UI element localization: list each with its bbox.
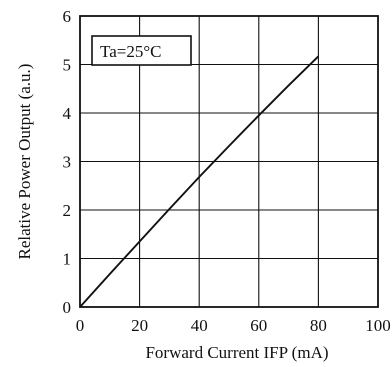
annotation-frame <box>91 35 192 66</box>
annotation-text: Ta=25°C <box>100 42 161 61</box>
x-tick-label: 100 <box>365 316 391 335</box>
plot-frame <box>79 15 379 308</box>
y-tick-labels: 0 1 2 3 4 5 6 <box>63 7 72 317</box>
x-tick-label: 80 <box>310 316 327 335</box>
grid-lines <box>80 16 378 307</box>
x-tick-label: 20 <box>131 316 148 335</box>
x-tick-label: 60 <box>250 316 267 335</box>
y-tick-label: 1 <box>63 250 72 269</box>
series-line <box>79 55 320 308</box>
y-tick-label: 2 <box>63 201 72 220</box>
x-tick-label: 40 <box>191 316 208 335</box>
y-tick-label: 4 <box>63 104 72 123</box>
x-tick-labels: 0 20 40 60 80 100 <box>76 316 391 335</box>
x-tick-label: 0 <box>76 316 85 335</box>
annotation-box: Ta=25°C <box>91 35 192 66</box>
y-tick-label: 3 <box>63 153 72 172</box>
x-axis-title: Forward Current IFP (mA) <box>145 343 328 362</box>
y-axis-title: Relative Power Output (a.u.) <box>15 64 34 260</box>
y-tick-label: 5 <box>63 56 72 75</box>
y-tick-label: 0 <box>63 298 72 317</box>
series-layer <box>79 55 320 308</box>
y-tick-label: 6 <box>63 7 72 26</box>
